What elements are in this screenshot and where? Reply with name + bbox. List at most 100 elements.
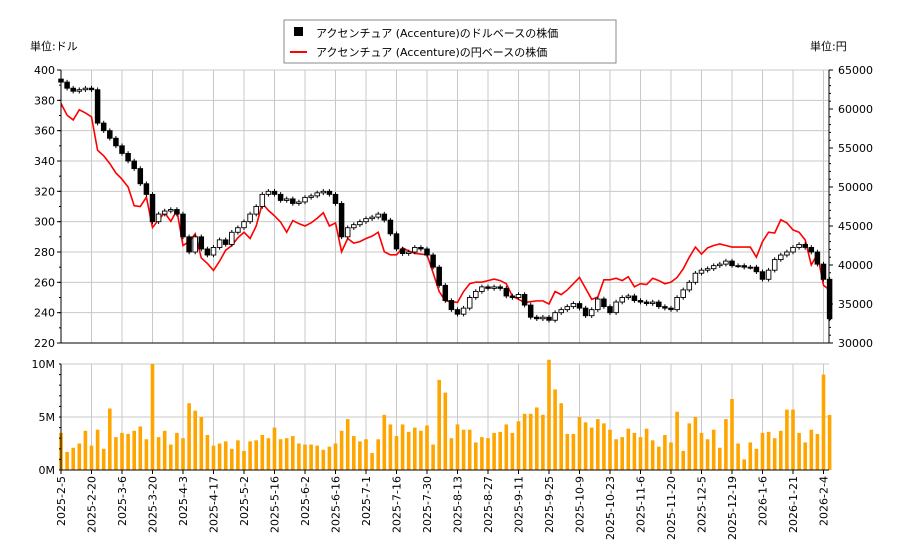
candle-body: [326, 190, 333, 195]
volume-bar: [71, 447, 75, 470]
volume-bar: [632, 432, 637, 470]
volume-bar: [223, 441, 228, 470]
candle-body: [119, 145, 125, 154]
x-tick-label: 2025-9-25: [543, 476, 556, 533]
volume-bar: [120, 432, 124, 470]
volume-bar: [492, 432, 496, 470]
candle-body: [271, 190, 278, 195]
candle-body: [619, 297, 625, 303]
candle-body: [448, 300, 455, 311]
candle-body: [765, 269, 772, 280]
y-tick-label-left: 240: [34, 307, 55, 320]
candle-body: [704, 268, 711, 271]
y-tick-label-left: 400: [34, 64, 55, 77]
candle-body: [64, 81, 70, 89]
candle-body: [381, 213, 388, 221]
candle-body: [168, 209, 174, 212]
x-tick-label: 2025-7-1: [360, 476, 373, 526]
candle-body: [497, 286, 503, 289]
volume-bar: [553, 389, 557, 470]
volume-bar: [156, 437, 161, 470]
legend-usd-label: アクセンチュア (Accenture)のドルベースの株価: [316, 26, 558, 40]
volume-bar: [608, 429, 612, 470]
candle-body: [222, 239, 229, 245]
x-tick-label: 2025-11-20: [665, 476, 678, 540]
jpy-price-line: [60, 103, 831, 306]
x-tick-label: 2025-12-5: [696, 476, 709, 533]
y-tick-label-left: 300: [34, 216, 55, 229]
volume-bar: [333, 443, 338, 470]
volume-bar: [89, 445, 94, 470]
candle-body: [161, 210, 168, 215]
x-tick-label: 2025-6-2: [299, 476, 312, 526]
volume-bar: [175, 432, 179, 470]
candle-body: [137, 168, 144, 185]
volume-bar: [254, 440, 258, 470]
y-tick-label-right: 55000: [838, 142, 873, 155]
x-tick-label: 2026-1-21: [787, 476, 800, 533]
volume-bar: [809, 429, 814, 470]
volume-bar: [437, 379, 441, 470]
candle-body: [125, 152, 131, 162]
candle-body: [485, 286, 491, 289]
candle-body: [820, 263, 827, 280]
volume-bar: [321, 449, 326, 470]
volume-bar: [376, 439, 380, 470]
candle-body: [387, 219, 394, 235]
candle-body: [784, 251, 790, 256]
right-unit-label: 単位:円: [810, 39, 847, 53]
volume-bar: [467, 429, 472, 470]
candle-body: [778, 254, 784, 261]
volume-bar: [663, 435, 667, 470]
volume-bar: [626, 428, 631, 470]
y-tick-label-right: 50000: [838, 181, 873, 194]
volume-bar: [596, 419, 600, 470]
volume-bar: [772, 438, 777, 470]
volume-bars: [59, 359, 832, 470]
candle-body: [418, 246, 424, 250]
x-tick-label: 2025-8-13: [452, 476, 465, 533]
candle-body: [631, 295, 638, 301]
volume-bar: [541, 414, 545, 470]
candle-body: [576, 303, 583, 309]
candle-body: [454, 309, 461, 315]
candle-body: [204, 248, 211, 256]
volume-bar: [144, 439, 149, 470]
candle-body: [814, 251, 821, 265]
x-tick-label: 2025-3-6: [116, 476, 129, 526]
volume-bar: [382, 414, 387, 470]
volume-bar: [132, 430, 136, 470]
volume-bar: [248, 441, 252, 470]
candle-body: [357, 221, 363, 226]
volume-bar: [65, 451, 69, 470]
candle-body: [607, 306, 613, 314]
volume-bar: [388, 424, 393, 470]
y-tick-label-right: 45000: [838, 220, 873, 233]
candle-body: [802, 243, 808, 248]
volume-bar: [242, 450, 246, 470]
volume-bar: [827, 414, 832, 470]
candle-body: [662, 306, 668, 309]
volume-bar: [431, 444, 435, 470]
x-tick-label: 2025-7-30: [421, 476, 434, 533]
y-tick-label-right: 35000: [838, 298, 873, 311]
candle-body: [94, 89, 101, 124]
candle-body: [503, 287, 510, 297]
volume-bar: [169, 444, 173, 470]
candle-body: [393, 233, 400, 250]
candle-body: [826, 278, 833, 320]
volume-bar: [699, 432, 704, 470]
candle-body: [558, 309, 564, 314]
volume-bar: [736, 443, 740, 470]
volume-bar: [425, 425, 429, 470]
volume-bar: [315, 445, 319, 470]
candle-body: [588, 309, 595, 317]
volume-bar: [266, 438, 271, 470]
y-tick-label-right: 40000: [838, 259, 873, 272]
candle-body: [412, 246, 418, 253]
volume-bar: [443, 392, 448, 470]
usd-candles: [58, 76, 833, 323]
x-tick-label: 2026-2-4: [818, 476, 831, 526]
candle-body: [210, 246, 217, 256]
y-tick-label-left: 320: [34, 185, 55, 198]
